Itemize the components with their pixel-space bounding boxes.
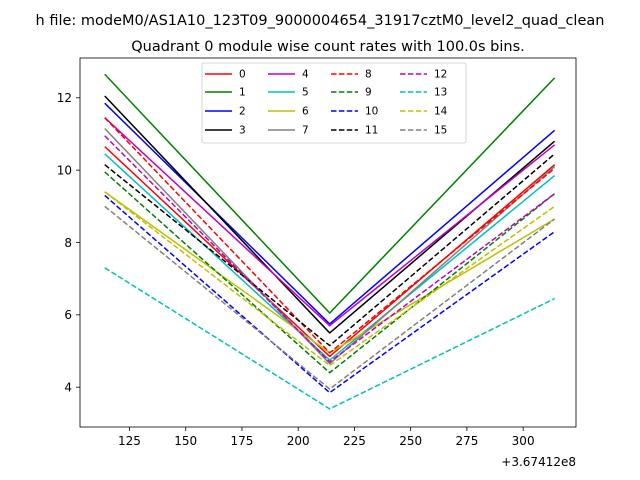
x-offset-label: +3.67412e8 <box>501 455 576 469</box>
legend-label-13: 13 <box>434 87 447 99</box>
legend-label-8: 8 <box>365 69 372 81</box>
chart-title: Quadrant 0 module wise count rates with … <box>131 39 525 55</box>
series-line-10 <box>104 194 556 394</box>
legend-label-12: 12 <box>434 69 447 81</box>
y-tick-label: 4 <box>64 381 72 395</box>
x-tick-label: 125 <box>118 434 141 448</box>
legend-label-6: 6 <box>302 106 309 118</box>
legend-label-15: 15 <box>434 125 447 137</box>
legend-label-2: 2 <box>239 106 246 118</box>
x-tick-label: 300 <box>512 434 535 448</box>
legend-label-5: 5 <box>302 87 309 99</box>
x-tick-label: 175 <box>231 434 254 448</box>
y-tick-label: 6 <box>64 308 72 322</box>
series-line-9 <box>104 171 556 374</box>
series-line-15 <box>104 205 556 390</box>
legend-label-9: 9 <box>365 87 372 99</box>
x-tick-label: 200 <box>287 434 310 448</box>
series-line-12 <box>104 135 556 363</box>
legend-label-0: 0 <box>239 69 246 81</box>
legend-label-10: 10 <box>365 106 378 118</box>
series-line-11 <box>104 153 556 347</box>
x-tick-label: 225 <box>343 434 366 448</box>
x-tick-label: 250 <box>399 434 422 448</box>
legend-box <box>201 62 467 144</box>
y-tick-label: 8 <box>64 236 72 250</box>
series-line-14 <box>104 191 556 367</box>
series-line-0 <box>104 146 556 358</box>
series-line-1 <box>104 73 556 314</box>
series-line-4 <box>104 117 556 327</box>
plot-area: 125 150 175 200 225 250 275 300+3.67412e8468101… <box>57 57 577 469</box>
legend-label-14: 14 <box>434 106 448 118</box>
x-tick-label: 150 <box>174 434 197 448</box>
series-line-13 <box>104 267 555 410</box>
legend-label-4: 4 <box>302 69 309 81</box>
x-tick-label: 275 <box>455 434 478 448</box>
series-line-8 <box>104 117 556 354</box>
y-tick-label: 10 <box>57 163 72 177</box>
legend-label-3: 3 <box>239 125 246 137</box>
legend-label-11: 11 <box>365 125 378 137</box>
figure-suptitle: h file: modeM0/AS1A10_123T09_9000004654_… <box>36 13 605 29</box>
series-line-7 <box>104 128 556 365</box>
legend-label-7: 7 <box>302 125 309 137</box>
series-line-5 <box>104 153 556 361</box>
legend-label-1: 1 <box>239 87 246 99</box>
y-tick-label: 12 <box>57 91 72 105</box>
series-line-2 <box>104 102 556 325</box>
